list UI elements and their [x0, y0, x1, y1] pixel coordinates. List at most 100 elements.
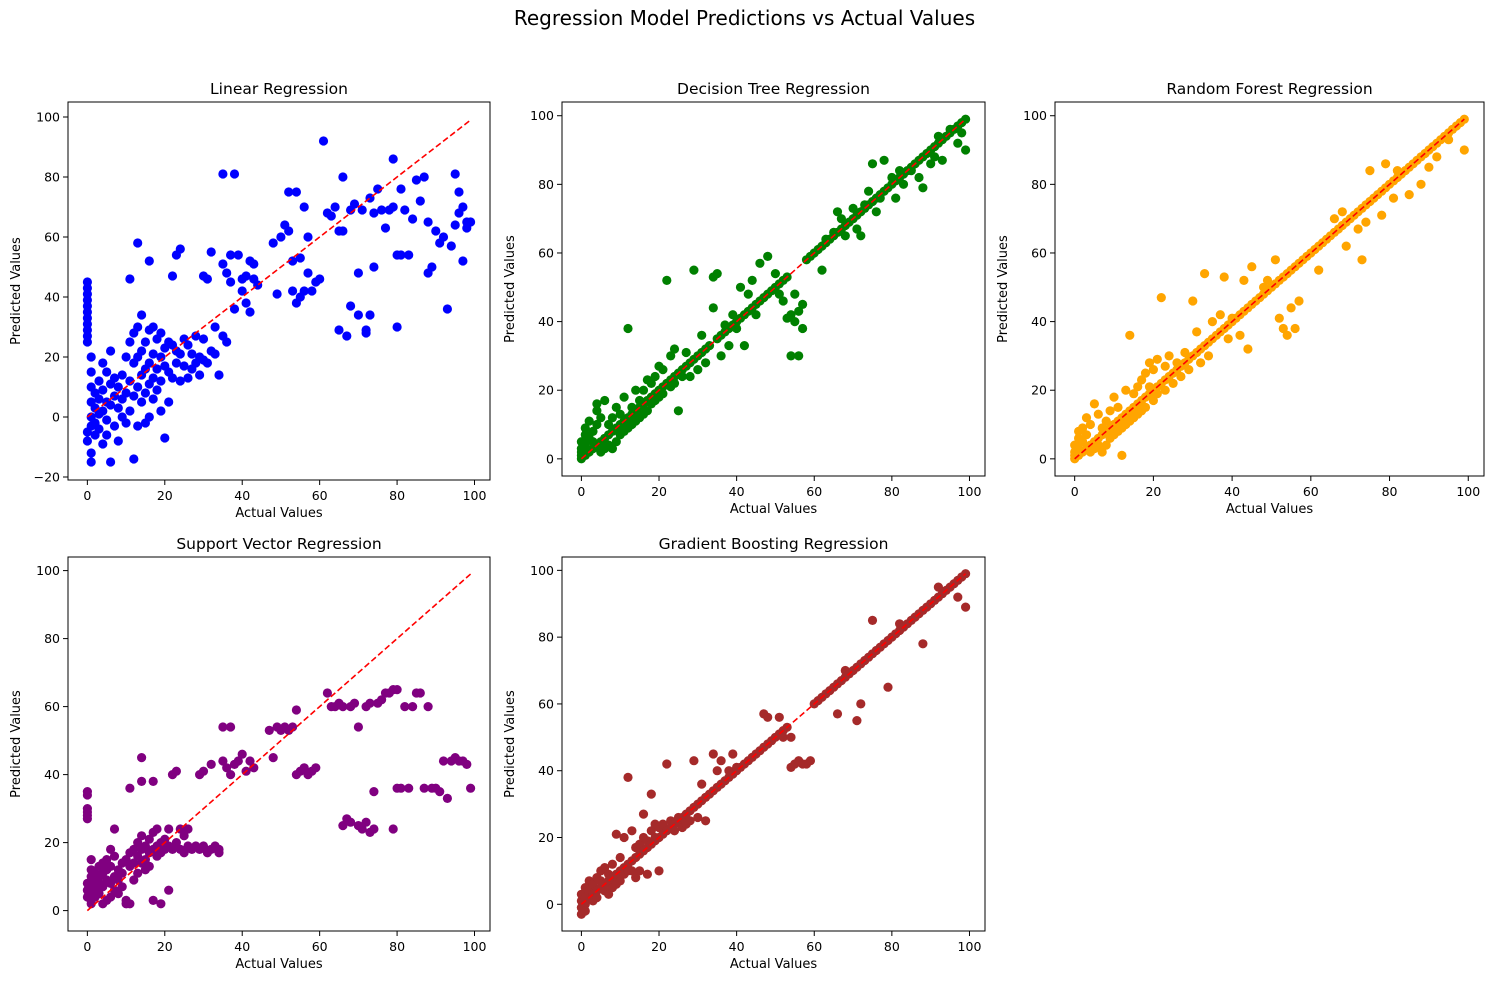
- subplot-title: Decision Tree Regression: [677, 80, 870, 98]
- scatter-point: [226, 770, 236, 780]
- scatter-point: [631, 873, 641, 883]
- scatter-point: [86, 367, 96, 377]
- scatter-point: [303, 232, 313, 242]
- figure-title: Regression Model Predictions vs Actual V…: [513, 6, 976, 30]
- scatter-point: [226, 250, 236, 260]
- scatter-point: [237, 749, 247, 759]
- y-tick-label: 80: [538, 177, 554, 192]
- scatter-point: [276, 232, 286, 242]
- scatter-point: [1353, 224, 1363, 234]
- scatter-point: [171, 358, 181, 368]
- scatter-point: [1085, 419, 1095, 430]
- scatter-point: [191, 331, 201, 341]
- scatter-point: [82, 814, 92, 824]
- scatter-point: [1152, 389, 1162, 399]
- scatter-point: [113, 875, 123, 885]
- scatter-point: [179, 831, 189, 841]
- scatter-point: [156, 376, 166, 386]
- scatter-point: [961, 145, 971, 155]
- scatter-point: [187, 349, 197, 359]
- scatter-point: [102, 415, 112, 425]
- scatter-point: [222, 337, 232, 347]
- scatter-point: [113, 382, 123, 392]
- scatter-point: [466, 783, 476, 793]
- scatter-point: [798, 323, 808, 334]
- scatter-point: [106, 457, 116, 467]
- scatter-point: [419, 172, 429, 182]
- scatter-point: [229, 169, 240, 179]
- scatter-point: [129, 454, 139, 464]
- scatter-point: [1160, 361, 1170, 371]
- scatter-point: [222, 763, 232, 773]
- scatter-point: [133, 838, 143, 848]
- scatter-point: [1337, 207, 1347, 217]
- scatter-point: [728, 310, 738, 320]
- scatter-point: [94, 376, 104, 386]
- scatter-point: [666, 351, 676, 361]
- scatter-point: [98, 358, 108, 368]
- scatter-point: [392, 322, 402, 332]
- y-tick-label: 60: [1031, 245, 1047, 260]
- x-tick-label: 80: [1382, 484, 1398, 499]
- y-tick-label: 100: [36, 563, 60, 578]
- scatter-point: [1125, 330, 1135, 340]
- scatter-point: [435, 787, 445, 797]
- scatter-point: [619, 392, 629, 402]
- scatter-point: [805, 756, 816, 766]
- x-tick-label: 0: [577, 939, 585, 954]
- scatter-point: [650, 371, 660, 382]
- scatter-point: [160, 433, 170, 443]
- scatter-point: [693, 365, 703, 375]
- scatter-point: [369, 824, 379, 834]
- scatter-point: [798, 299, 808, 309]
- scatter-point: [442, 793, 452, 804]
- scatter-point: [106, 861, 116, 872]
- scatter-point: [353, 310, 363, 320]
- scatter-point: [580, 906, 590, 916]
- scatter-point: [218, 259, 228, 269]
- y-tick-label: 100: [530, 108, 554, 123]
- scatter-point: [404, 250, 414, 260]
- scatter-point: [646, 826, 656, 836]
- x-tick-label: 20: [157, 939, 173, 954]
- scatter-point: [1290, 323, 1300, 334]
- scatter-point: [450, 169, 460, 179]
- scatter-point: [133, 322, 143, 332]
- scatter-point: [140, 337, 150, 347]
- scatter-point: [349, 698, 360, 708]
- x-tick-label: 0: [1071, 484, 1079, 499]
- scatter-point: [937, 155, 947, 165]
- scatter-point: [144, 834, 154, 844]
- scatter-point: [638, 385, 649, 395]
- scatter-point: [408, 214, 418, 224]
- y-tick-label: 40: [538, 314, 554, 329]
- x-tick-label: 40: [1224, 484, 1240, 499]
- subplot-1: 0 20 40 60 80 100 −20 0 20 40 60 80 100 Linear Regres…: [9, 80, 491, 521]
- y-tick-label: 80: [44, 631, 60, 646]
- scatter-point: [377, 205, 387, 215]
- scatter-point: [284, 187, 294, 197]
- x-tick-label: 80: [884, 484, 900, 499]
- scatter-point: [1148, 365, 1158, 375]
- scatter-point: [1235, 330, 1245, 340]
- scatter-point: [642, 406, 653, 416]
- scatter-point: [596, 413, 606, 423]
- scatter-point: [1081, 413, 1092, 423]
- scatter-point: [716, 756, 726, 766]
- scatter-point: [268, 238, 278, 248]
- y-tick-label: 40: [538, 763, 554, 778]
- x-axis-label: Actual Values: [235, 506, 323, 521]
- x-tick-label: 40: [729, 939, 745, 954]
- scatter-point: [1424, 162, 1434, 172]
- scatter-point: [883, 682, 893, 692]
- scatter-point: [206, 247, 216, 257]
- scatter-point: [140, 388, 150, 398]
- scatter-point: [708, 749, 718, 759]
- scatter-point: [1093, 409, 1103, 419]
- scatter-point: [867, 159, 878, 169]
- scatter-point: [1404, 190, 1414, 200]
- scatter-point: [295, 253, 305, 263]
- scatter-point: [1176, 371, 1186, 382]
- scatter-point: [396, 184, 406, 194]
- scatter-point: [121, 855, 131, 865]
